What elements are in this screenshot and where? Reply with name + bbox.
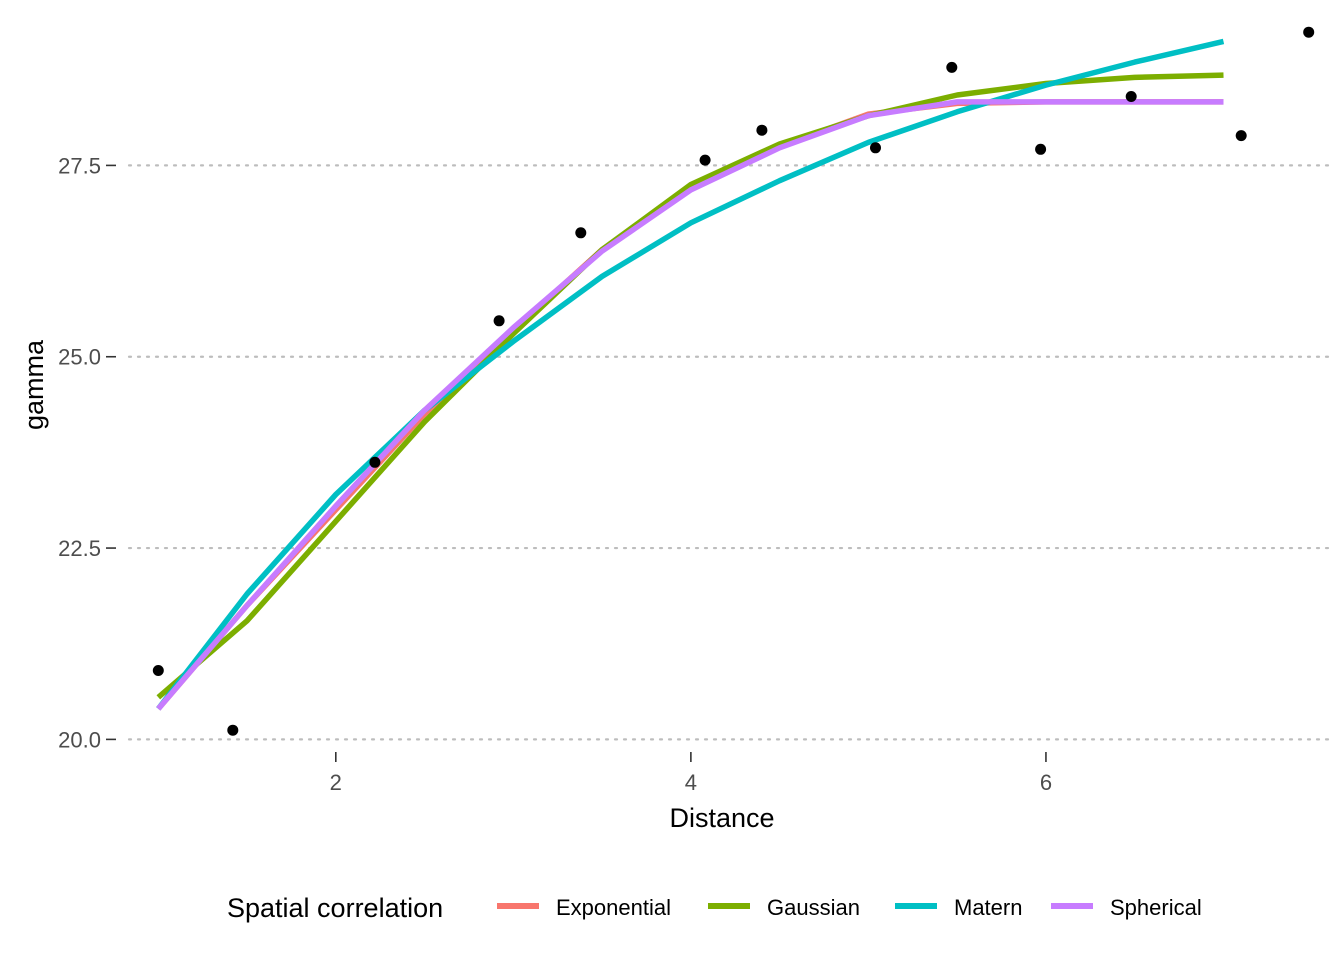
data-point <box>152 665 164 676</box>
data-point <box>369 456 381 468</box>
y-tick-label: 22.5 <box>58 536 101 561</box>
data-point <box>227 724 239 736</box>
legend-items: Exponential Gaussian Matern Spherical <box>497 895 1202 920</box>
legend: Spatial correlation Exponential Gaussian M… <box>227 893 1202 923</box>
series-line-spherical <box>156 99 1224 711</box>
y-tick-label: 20.0 <box>58 727 101 752</box>
axes-layer: 20.0 22.5 25.0 27.5 2 4 6 <box>58 153 1052 795</box>
series-layer <box>156 38 1225 711</box>
series-line-matern <box>156 38 1225 711</box>
legend-label-matern: Matern <box>954 895 1022 920</box>
legend-label-exponential: Exponential <box>556 895 671 920</box>
data-point <box>946 61 958 73</box>
x-tick-label: 6 <box>1040 770 1052 795</box>
grid-layer <box>127 164 1332 741</box>
legend-label-gaussian: Gaussian <box>767 895 860 920</box>
x-tick-label: 4 <box>685 770 697 795</box>
data-point <box>575 227 587 239</box>
legend-title: Spatial correlation <box>227 893 443 923</box>
series-line-gaussian <box>156 72 1224 700</box>
y-tick-label: 27.5 <box>58 153 101 178</box>
legend-label-spherical: Spherical <box>1110 895 1202 920</box>
data-point <box>1125 91 1137 102</box>
y-axis-title: gamma <box>19 339 49 430</box>
x-axis-title: Distance <box>669 803 774 833</box>
data-point <box>1235 130 1247 142</box>
y-tick-label: 25.0 <box>58 345 101 370</box>
data-point <box>699 154 711 166</box>
data-point <box>493 315 505 327</box>
points-layer <box>152 26 1315 736</box>
x-tick-label: 2 <box>330 770 342 795</box>
data-point <box>870 142 881 154</box>
data-point <box>1303 26 1315 38</box>
data-point <box>756 124 768 136</box>
data-point <box>1035 143 1047 155</box>
